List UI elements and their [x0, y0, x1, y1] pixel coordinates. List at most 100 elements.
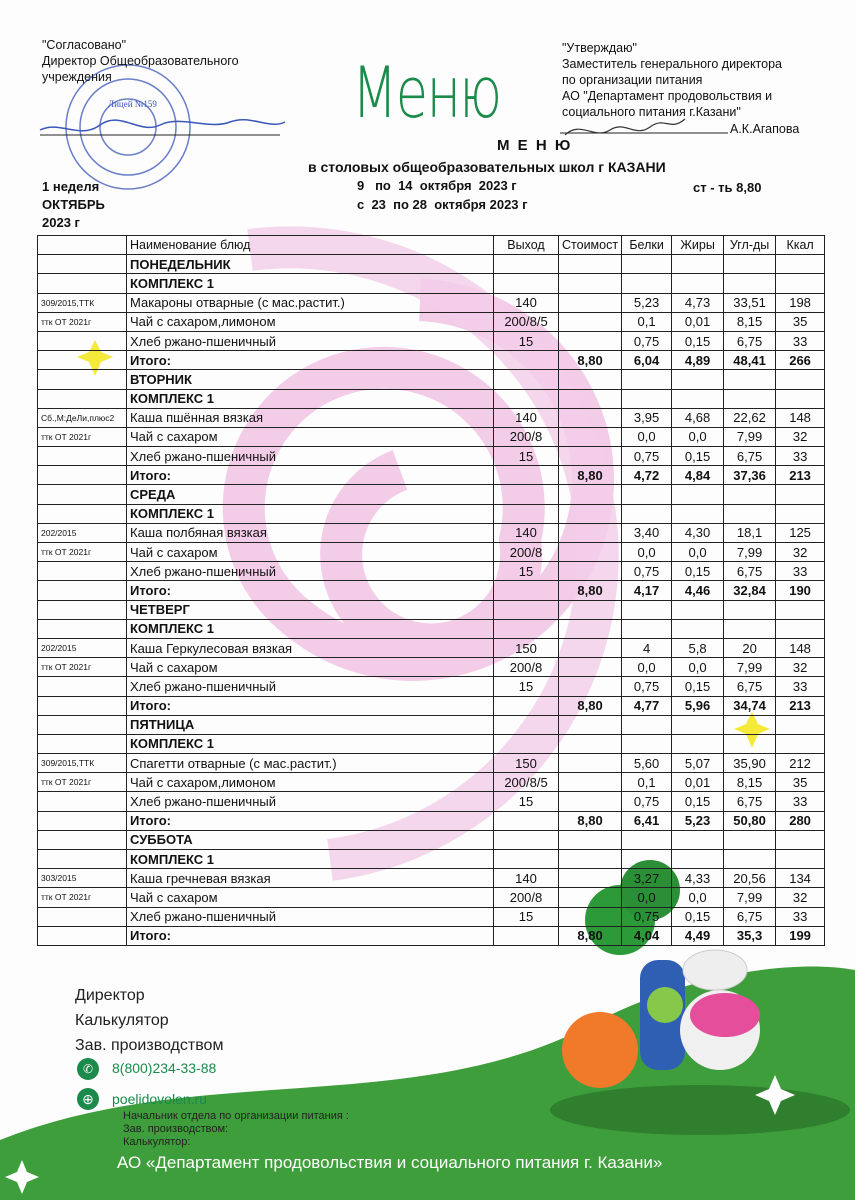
cell-fats: 0,15	[671, 561, 725, 582]
cell-carbs: 6,75	[723, 791, 777, 812]
cell-fats	[671, 369, 725, 390]
period-1: 9 по 14 октября 2023 г	[357, 178, 517, 193]
cell-carbs	[723, 503, 777, 524]
cell-cost	[557, 753, 623, 774]
cell-proteins: 0,1	[621, 772, 673, 793]
sign-head: Начальник отдела по организации питания …	[123, 1110, 349, 1122]
cell-proteins	[621, 733, 673, 755]
total-row: Итого: 8,80 4,77 5,96 34,74 213	[37, 695, 826, 716]
signatures-block: Начальник отдела по организации питания …	[123, 1110, 349, 1149]
cell-code: ттк ОТ 2021г	[37, 887, 127, 908]
cell-code: ттк ОТ 2021г	[37, 657, 127, 678]
week-info: 1 неделя ОКТЯБРЬ 2023 г	[42, 178, 105, 232]
cell-yield: 200/8	[493, 657, 559, 678]
cell-cost	[557, 273, 623, 294]
cell-proteins: 3,40	[621, 522, 673, 544]
dish-row: 202/2015 Каша полбяная вязкая 140 3,40 4,30 1…	[37, 522, 826, 544]
cell-code	[37, 369, 127, 390]
cell-fats: 0,0	[671, 657, 725, 678]
month-label: ОКТЯБРЬ	[42, 197, 105, 212]
cell-proteins: 0,75	[621, 330, 673, 352]
cell-cost	[557, 676, 623, 697]
dish-row: Хлеб ржано-пшеничный 15 0,75 0,15 6,75 33	[37, 791, 826, 812]
cell-name: Чай с сахаром	[126, 426, 494, 448]
cell-carbs	[723, 599, 777, 620]
cell-kcal: 148	[775, 637, 826, 659]
cell-fats: 0,01	[671, 772, 725, 793]
cell-cost	[557, 484, 623, 505]
cell-name: КОМПЛЕКС 1	[126, 388, 494, 409]
cell-name: Каша Геркулесовая вязкая	[126, 637, 494, 659]
cell-name: Итого:	[126, 580, 494, 601]
cell-fats: 0,01	[671, 311, 725, 332]
cell-name: Хлеб ржано-пшеничный	[126, 330, 494, 352]
cell-fats: 4,30	[671, 522, 725, 544]
company-name: АО «Департамент продовольствия и социаль…	[117, 1153, 663, 1172]
cell-fats	[671, 848, 725, 870]
cell-fats: 4,49	[671, 925, 725, 946]
cell-cost	[557, 791, 623, 812]
cell-proteins: 0,0	[621, 426, 673, 448]
cell-name: Итого:	[126, 350, 494, 371]
cell-proteins: 0,75	[621, 446, 673, 467]
cell-kcal	[775, 848, 826, 870]
cell-yield: 15	[493, 561, 559, 582]
cell-cost	[557, 561, 623, 582]
cell-fats	[671, 503, 725, 524]
dish-row: ттк ОТ 2021г Чай с сахаром,лимоном 200/8/5…	[37, 772, 826, 793]
cell-kcal: Ккал	[775, 234, 826, 256]
website-link[interactable]: poelidovolen.ru	[112, 1091, 207, 1107]
signature-right	[564, 118, 686, 136]
day-row: ЧЕТВЕРГ	[37, 599, 826, 620]
cell-carbs	[723, 254, 777, 275]
total-row: Итого: 8,80 4,17 4,46 32,84 190	[37, 580, 826, 601]
cell-name: Итого:	[126, 925, 494, 946]
cell-carbs: 6,75	[723, 446, 777, 467]
cell-kcal: 32	[775, 887, 826, 908]
cell-kcal: 32	[775, 657, 826, 678]
cell-kcal: 280	[775, 810, 826, 831]
cell-code	[37, 906, 127, 927]
cell-kcal	[775, 388, 826, 409]
day-row: ВТОРНИК	[37, 369, 826, 390]
total-row: Итого: 8,80 6,04 4,89 48,41 266	[37, 350, 826, 371]
cell-code: Сб.,М:ДеЛи,плюс2	[37, 407, 127, 428]
cell-yield	[493, 350, 559, 371]
cell-proteins	[621, 484, 673, 505]
cell-yield	[493, 599, 559, 620]
cell-fats: 4,84	[671, 465, 725, 486]
cell-fats: 4,68	[671, 407, 725, 428]
cell-yield: 200/8/5	[493, 772, 559, 793]
cell-yield: 140	[493, 522, 559, 544]
phone-number[interactable]: 8(800)234-33-88	[112, 1060, 217, 1076]
cell-yield: 15	[493, 791, 559, 812]
cell-code	[37, 254, 127, 275]
cell-proteins: 5,23	[621, 292, 673, 313]
dish-row: ттк ОТ 2021г Чай с сахаром 200/8 0,0 0,0 7,99…	[37, 887, 826, 908]
cell-name: СУББОТА	[126, 829, 494, 851]
cell-code	[37, 848, 127, 870]
menu-table: Наименование блюд Выход Стоимост Белки Жиры У…	[37, 234, 826, 946]
cell-cost	[557, 311, 623, 332]
dish-row: 303/2015 Каша гречневая вязкая 140 3,27 4,33…	[37, 868, 826, 889]
cell-kcal: 35	[775, 772, 826, 793]
cell-code	[37, 484, 127, 505]
cost-note: ст - ть 8,80	[693, 180, 762, 195]
cell-fats: 5,07	[671, 753, 725, 774]
cell-code	[37, 388, 127, 409]
cell-yield: 200/8	[493, 426, 559, 448]
cell-name: КОМПЛЕКС 1	[126, 273, 494, 294]
cell-kcal	[775, 484, 826, 505]
cell-name: Хлеб ржано-пшеничный	[126, 446, 494, 467]
cell-carbs: 33,51	[723, 292, 777, 313]
approval-label: "Согласовано"	[42, 38, 127, 52]
cell-cost: 8,80	[557, 925, 623, 946]
complex-row: КОМПЛЕКС 1	[37, 733, 826, 755]
cell-cost	[557, 829, 623, 851]
cell-code	[37, 350, 127, 371]
cell-kcal: 198	[775, 292, 826, 313]
cell-yield: 15	[493, 446, 559, 467]
cell-code	[37, 561, 127, 582]
cell-proteins: 0,75	[621, 791, 673, 812]
